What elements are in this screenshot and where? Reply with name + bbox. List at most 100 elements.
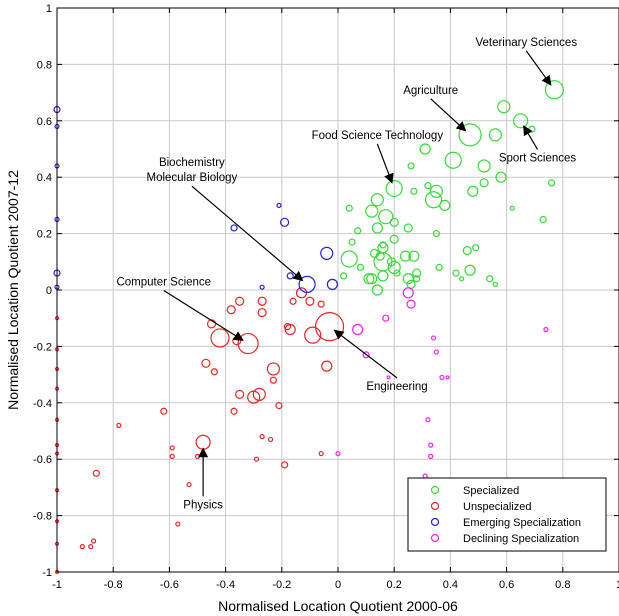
y-tick-label: 0.8 (37, 59, 52, 71)
specialized-point (407, 162, 415, 170)
unspecialized-point (281, 461, 289, 469)
legend-label-unspecialized: Unspecialized (463, 501, 531, 513)
unspecialized-point (169, 453, 175, 459)
y-tick-label: 0.4 (37, 172, 52, 184)
specialized-point (513, 113, 529, 129)
annotation-label: Food Science Technology (312, 130, 444, 142)
unspecialized-point (317, 300, 325, 308)
specialized-point (477, 159, 491, 173)
legend-marker-emerging-specialization (430, 517, 440, 527)
unspecialized-point (259, 434, 265, 440)
specialized-point (424, 191, 443, 209)
specialized-point (393, 269, 401, 277)
declining-specialization-point (386, 375, 391, 380)
annotation-arrow (525, 50, 552, 86)
unspecialized-point (257, 296, 267, 306)
unspecialized-point (266, 362, 280, 376)
declining-specialization-point (382, 314, 390, 322)
specialized-point (452, 269, 460, 277)
specialized-point (377, 270, 389, 282)
annotation-arrow (333, 329, 398, 379)
specialized-point (459, 276, 465, 282)
annotation: Agriculture (403, 85, 467, 132)
annotation-arrow (523, 125, 539, 150)
annotation-label: Sport Sciences (499, 152, 577, 164)
annotation: Physics (183, 447, 223, 511)
specialized-point (389, 217, 399, 227)
specialized-point (458, 123, 482, 147)
specialized-point (410, 187, 418, 195)
unspecialized-point (237, 332, 259, 355)
specialized-point (399, 250, 412, 262)
unspecialized-point (160, 407, 168, 415)
declining-specialization-point (425, 417, 431, 423)
declining-specialization-point (445, 375, 450, 380)
unspecialized-point (210, 328, 230, 348)
unspecialized-point (88, 544, 94, 550)
x-tick-label: 0.4 (443, 579, 458, 591)
annotation-arrow (163, 290, 244, 341)
unspecialized-point (253, 456, 260, 462)
unspecialized-point (283, 323, 292, 331)
legend: Specialized Unspecialized Emerging Special… (407, 477, 607, 552)
annotation: Food Science Technology (312, 130, 444, 184)
specialized-point (432, 230, 440, 238)
specialized-point (365, 204, 379, 218)
specialized-point (492, 281, 498, 287)
declining-specialization-point (428, 453, 434, 459)
unspecialized-point (226, 305, 236, 315)
specialized-point (403, 223, 413, 233)
unspecialized-point (206, 319, 217, 329)
unspecialized-point (235, 296, 245, 306)
x-tick-label: 0 (335, 579, 341, 591)
specialized-point (547, 179, 556, 187)
specialized-point (340, 272, 348, 280)
unspecialized-point (289, 297, 297, 305)
x-tick-label: 1 (616, 579, 619, 591)
specialized-point (486, 275, 494, 283)
annotation-label: Physics (183, 499, 223, 511)
specialized-point (371, 222, 383, 234)
emerging-specialization-point (326, 278, 338, 290)
legend-marker-specialized (430, 485, 440, 495)
specialized-point (497, 100, 511, 114)
emerging-specialization-point (280, 217, 290, 227)
unspecialized-point (186, 481, 192, 488)
declining-specialization-point (439, 374, 445, 381)
y-tick-label: -0.6 (33, 454, 52, 466)
annotation-arrow (191, 185, 304, 282)
unspecialized-point (90, 538, 97, 544)
specialized-point (462, 245, 472, 256)
unspecialized-point (230, 407, 238, 415)
specialized-point (412, 268, 422, 278)
y-tick-label: -0.4 (33, 398, 52, 410)
specialized-point (345, 204, 353, 212)
unspecialized-point (321, 360, 333, 372)
unspecialized-point (252, 387, 266, 401)
specialized-point (419, 143, 431, 155)
unspecialized-point (201, 358, 211, 368)
unspecialized-point (210, 368, 218, 376)
y-tick-label: 0 (46, 285, 52, 297)
unspecialized-point (318, 450, 324, 457)
emerging-specialization-point (320, 246, 334, 260)
y-tick-label: 0.2 (37, 229, 52, 241)
y-tick-label: -0.8 (33, 511, 52, 523)
unspecialized-point (169, 445, 175, 451)
unspecialized-point (269, 376, 277, 384)
annotation-label: Engineering (366, 381, 427, 393)
declining-specialization-point (406, 299, 416, 309)
x-tick-label: -0.6 (160, 579, 179, 591)
specialized-point (467, 185, 479, 197)
unspecialized-point (305, 296, 315, 306)
emerging-specialization-point (259, 284, 265, 290)
legend-marker-declining-specialization (430, 533, 440, 543)
unspecialized-point (175, 521, 181, 527)
legend-marker-unspecialized (430, 501, 440, 511)
unspecialized-point (79, 544, 85, 550)
specialized-point (479, 178, 489, 188)
annotation-arrow (376, 143, 394, 184)
annotation-label: Computer Science (116, 277, 211, 289)
x-tick-label: 0.8 (555, 579, 570, 591)
specialized-point (366, 273, 378, 285)
